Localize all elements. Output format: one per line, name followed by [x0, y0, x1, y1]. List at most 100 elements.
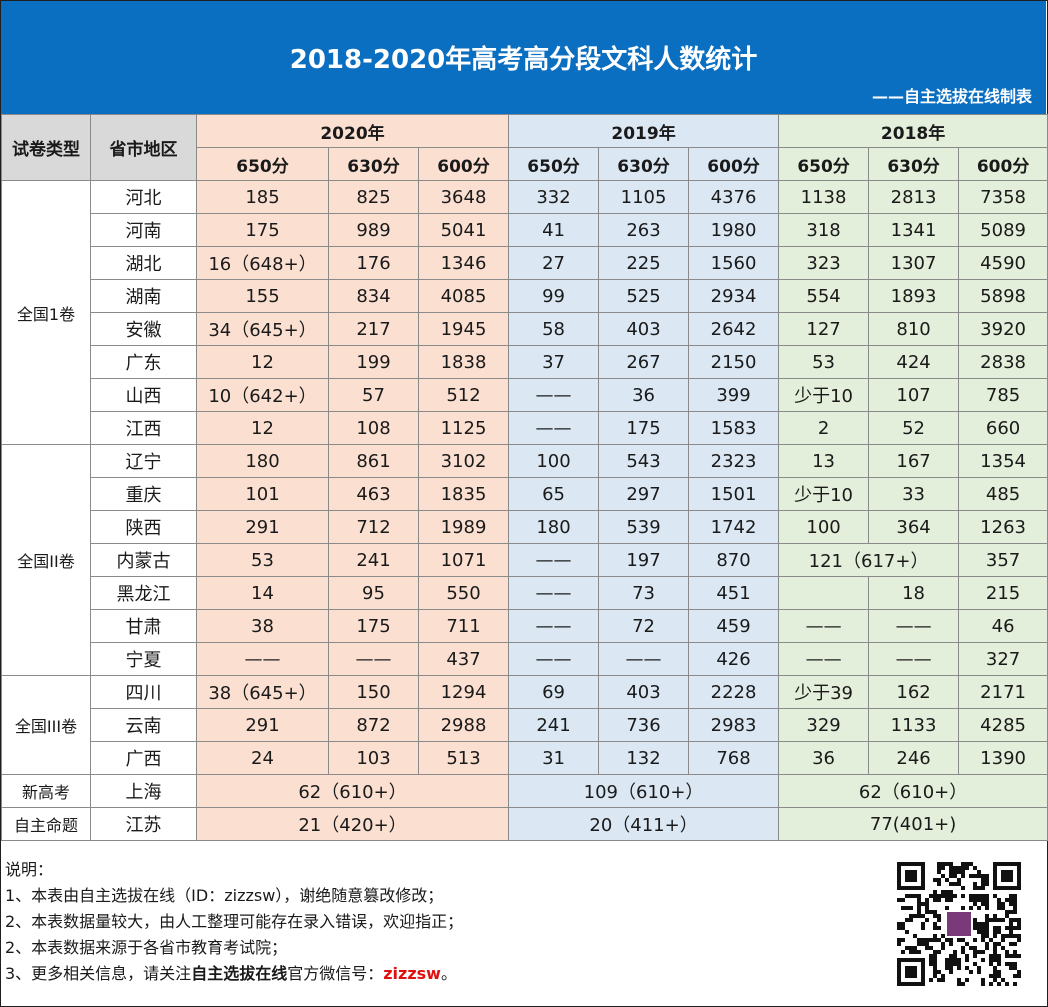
notes: 说明： 1、本表由自主选拔在线（ID：zizzsw），谢绝随意篡改修改； 2、本… [5, 857, 463, 987]
note-line-3: 2、本表数据来源于各省市教育考试院； [5, 938, 288, 957]
note-line-1: 1、本表由自主选拔在线（ID：zizzsw），谢绝随意篡改修改； [5, 886, 444, 905]
count-cell: 3648 [417, 180, 510, 214]
count-cell: —— [508, 411, 600, 445]
score-header: 630分 [598, 147, 690, 181]
count-cell: 2813 [868, 180, 960, 214]
count-cell: 少于10 [778, 477, 870, 511]
count-cell: 109（610+） [508, 774, 780, 808]
count-cell: 1945 [417, 312, 510, 346]
count-cell: 57 [328, 378, 419, 412]
count-cell: 180 [508, 510, 600, 544]
count-cell: 1105 [598, 180, 690, 214]
count-cell: 1560 [688, 246, 780, 280]
count-cell: 73 [598, 576, 690, 610]
year-header-2020: 2020年 [195, 114, 510, 148]
table-row: 全国III卷 四川 38（645+） 150 1294 69 403 2228 少于39 162 2… [1, 675, 1048, 775]
score-table: 试卷类型 省市地区 2020年 2019年 2018年 650分 630分 60… [1, 114, 1048, 841]
count-cell: 1341 [868, 213, 960, 247]
count-cell: 21（420+） [195, 807, 510, 841]
count-cell: 451 [688, 576, 780, 610]
count-cell: 34（645+） [196, 312, 329, 346]
count-cell: 1583 [688, 411, 780, 445]
count-cell: 24 [196, 741, 329, 775]
province-cell: 甘肃 [90, 609, 197, 643]
table-row: 内蒙古 53 241 1071 —— 197 870 121（617+） 357 [2, 543, 1048, 577]
count-cell: 318 [778, 213, 870, 247]
table-row: 陕西 291 712 1989 180 539 1742 100 364 1263 [2, 510, 1048, 544]
score-header: 650分 [778, 147, 870, 181]
count-cell: 1989 [417, 510, 510, 544]
wechat-id: zizzsw [383, 964, 441, 983]
count-cell: 103 [328, 741, 419, 775]
count-cell: 543 [598, 444, 690, 478]
count-cell: 2323 [688, 444, 780, 478]
count-cell: —— [508, 642, 600, 676]
count-cell: 246 [868, 741, 960, 775]
count-cell: 861 [328, 444, 419, 478]
note-4-end: 。 [440, 964, 457, 983]
count-cell: 1263 [958, 510, 1048, 544]
count-cell: 241 [508, 708, 600, 742]
table-row: 湖南 155 834 4085 99 525 2934 554 1893 5898 [2, 279, 1048, 313]
count-cell: 199 [328, 345, 419, 379]
count-cell: 99 [508, 279, 600, 313]
count-cell: 1835 [417, 477, 510, 511]
count-cell: 712 [328, 510, 419, 544]
count-cell: 2934 [688, 279, 780, 313]
count-cell: 2150 [688, 345, 780, 379]
count-cell: 291 [196, 708, 329, 742]
note-line-4: 3、更多相关信息，请关注自主选拔在线官方微信号：zizzsw。 [5, 961, 463, 987]
count-cell: —— [508, 609, 600, 643]
count-cell: 825 [328, 180, 419, 214]
count-cell: 4285 [958, 708, 1048, 742]
score-header: 630分 [868, 147, 960, 181]
count-cell: 162 [868, 675, 960, 709]
province-cell: 广西 [90, 741, 197, 775]
table-row: 广西 24 103 513 31 132 768 36 246 1390 [2, 741, 1048, 775]
count-cell: 1390 [958, 741, 1048, 775]
col-header-region: 省市地区 [90, 114, 197, 181]
count-cell: 37 [508, 345, 600, 379]
province-cell: 重庆 [90, 477, 197, 511]
count-cell: 16（648+） [196, 246, 329, 280]
count-cell: 327 [958, 642, 1048, 676]
count-cell: 1346 [417, 246, 510, 280]
province-cell: 云南 [90, 708, 197, 742]
count-cell: 62（610+） [195, 774, 510, 808]
count-cell: 77(401+) [778, 807, 1048, 841]
province-cell: 四川 [90, 675, 197, 709]
count-cell: 167 [868, 444, 960, 478]
count-cell: 2838 [958, 345, 1048, 379]
qr-code-icon [897, 862, 1021, 986]
count-cell: 297 [598, 477, 690, 511]
notes-label: 说明： [5, 860, 54, 879]
count-cell: 108 [328, 411, 419, 445]
count-cell: 36 [598, 378, 690, 412]
col-header-type: 试卷类型 [1, 114, 91, 181]
score-header: 650分 [508, 147, 600, 181]
province-cell: 河北 [90, 180, 197, 214]
count-cell: 65 [508, 477, 600, 511]
count-cell: 少于39 [778, 675, 870, 709]
count-cell: 100 [508, 444, 600, 478]
note-4-brand: 自主选拔在线 [191, 964, 288, 983]
count-cell: 38 [196, 609, 329, 643]
table-row: 安徽 34（645+） 217 1945 58 403 2642 127 810 3920 [2, 312, 1048, 346]
province-cell: 陕西 [90, 510, 197, 544]
count-cell: 267 [598, 345, 690, 379]
count-cell: 357 [958, 543, 1048, 577]
count-cell: 58 [508, 312, 600, 346]
count-cell: 185 [196, 180, 329, 214]
table-row: 黑龙江 14 95 550 —— 73 451 18 215 [2, 576, 1048, 610]
title-banner: 2018-2020年高考高分段文科人数统计 ——自主选拔在线制表 [1, 1, 1046, 114]
score-header: 650分 [196, 147, 329, 181]
table-row: 山西 10（642+） 57 512 —— 36 399 少于10 107 785 [2, 378, 1048, 412]
count-cell: —— [598, 642, 690, 676]
count-cell: 53 [778, 345, 870, 379]
count-cell: 127 [778, 312, 870, 346]
count-cell: 364 [868, 510, 960, 544]
count-cell: 52 [868, 411, 960, 445]
count-cell: 437 [417, 642, 510, 676]
province-cell: 内蒙古 [90, 543, 197, 577]
province-cell: 广东 [90, 345, 197, 379]
